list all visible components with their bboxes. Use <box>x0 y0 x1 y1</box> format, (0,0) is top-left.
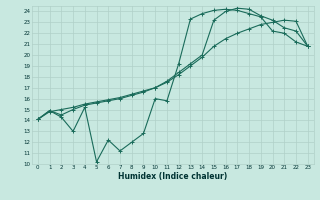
X-axis label: Humidex (Indice chaleur): Humidex (Indice chaleur) <box>118 172 228 181</box>
